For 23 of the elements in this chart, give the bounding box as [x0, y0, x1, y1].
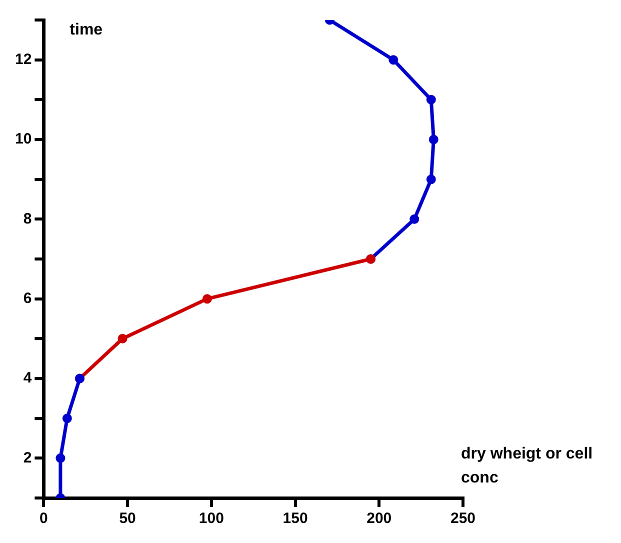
y-tick-label: 2 — [23, 449, 32, 466]
y-tick-label: 10 — [14, 130, 32, 148]
x-axis-title: dry wheigt or cell conc — [461, 445, 593, 486]
point — [118, 334, 128, 344]
x-tick-label: 150 — [282, 510, 308, 528]
y-tick-label: 8 — [23, 210, 32, 228]
point — [56, 453, 66, 463]
point — [410, 214, 420, 224]
point — [388, 55, 398, 65]
y-tick-label: 12 — [14, 50, 32, 68]
point — [428, 134, 438, 144]
point — [202, 294, 212, 304]
x-tick-label: 0 — [40, 510, 48, 528]
point — [426, 174, 436, 184]
x-tick-label: 50 — [119, 510, 136, 528]
y-tick-label: 4 — [23, 370, 32, 387]
y-tick-label: 6 — [23, 290, 32, 307]
y-axis-title: time — [70, 21, 103, 38]
x-tick-label: 200 — [366, 510, 392, 528]
point — [62, 414, 72, 424]
x-tick-label: 100 — [198, 510, 224, 528]
x-tick-label: 250 — [450, 510, 476, 528]
point — [426, 94, 436, 104]
